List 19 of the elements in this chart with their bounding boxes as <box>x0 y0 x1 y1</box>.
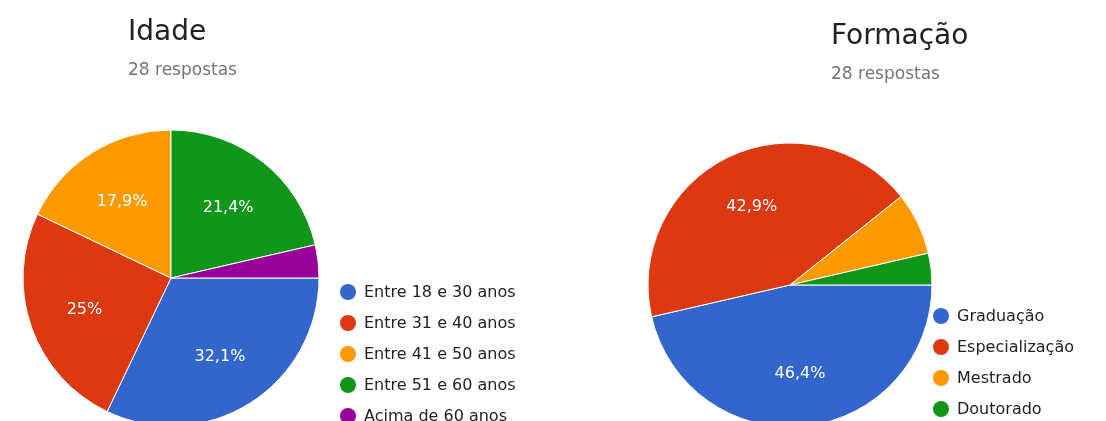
data-label: 42,9% <box>726 196 778 216</box>
legend-label: Especialização <box>957 337 1074 356</box>
chart-subtitle: 28 respostas <box>128 59 237 79</box>
data-label: 25% <box>66 299 103 319</box>
data-label: 46,4% <box>774 362 826 382</box>
data-label: 17,9% <box>96 190 148 210</box>
chart-subtitle: 28 respostas <box>831 63 940 83</box>
legend-label: Entre 18 e 30 anos <box>364 282 516 301</box>
data-label: 21,4% <box>202 196 254 216</box>
legend-label: Doutorado <box>957 399 1042 418</box>
data-label: 32,1% <box>194 346 246 366</box>
legend-label: Mestrado <box>957 368 1032 387</box>
legend-label: Entre 41 e 50 anos <box>364 344 516 363</box>
legend-label: Graduação <box>957 306 1045 325</box>
chart-title: Formação <box>831 18 969 51</box>
legend-label: Entre 51 e 60 anos <box>364 375 516 394</box>
chart-title: Idade <box>128 14 207 47</box>
legend-label: Acima de 60 anos <box>364 406 507 421</box>
legend-label: Entre 31 e 40 anos <box>364 313 516 332</box>
